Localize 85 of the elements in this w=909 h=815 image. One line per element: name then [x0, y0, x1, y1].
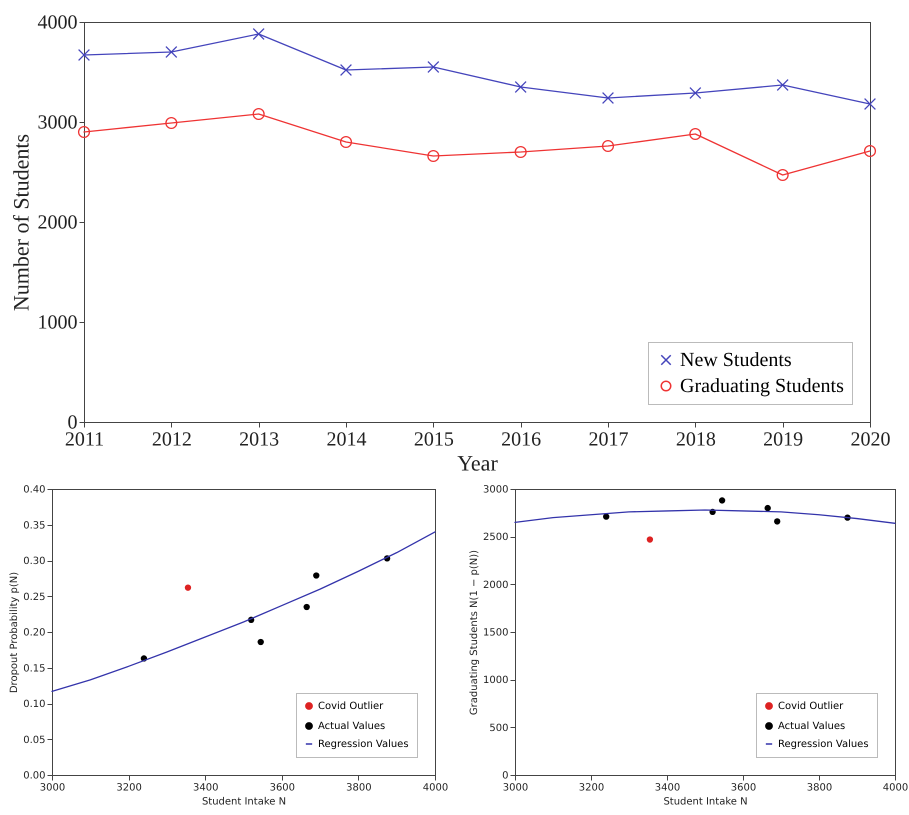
x-tick-label: 3200 [116, 782, 142, 794]
x-tick-label: 2020 [850, 428, 890, 450]
point [689, 128, 702, 140]
x-axis-title: Student Intake N [663, 796, 748, 808]
point [78, 48, 90, 62]
legend-label: Graduating Students [680, 375, 844, 397]
y-tick-label: 0.10 [23, 699, 46, 710]
x-tick-label: 3800 [346, 782, 372, 794]
x-axis-title: Year [457, 450, 498, 476]
point [427, 150, 440, 162]
point [514, 80, 527, 94]
y-tick-label: 3000 [483, 484, 508, 496]
legend-label: Regression Values [318, 739, 409, 750]
y-axis-title: Number of Students [8, 134, 34, 312]
y-tick-label: 1500 [483, 628, 508, 638]
point [864, 98, 876, 110]
x-tick-label: 2017 [588, 428, 628, 450]
y-tick-label: 3000 [38, 112, 78, 134]
point [602, 140, 614, 152]
point [252, 28, 265, 40]
legend-label: New Students [680, 349, 792, 371]
y-tick-label: 2000 [38, 212, 78, 234]
y-tick-label: 0.25 [23, 592, 46, 603]
y-tick-label: 2000 [483, 580, 508, 591]
point [252, 108, 265, 120]
legend-label: Regression Values [778, 739, 869, 750]
point [603, 513, 610, 520]
legend-label: Covid Outlier [778, 701, 844, 712]
point [165, 46, 178, 58]
x-tick-label: 4000 [422, 782, 448, 794]
y-tick-label: 0.00 [23, 770, 46, 782]
x-tick-label: 2015 [414, 428, 454, 450]
x-tick-label: 2014 [326, 428, 366, 450]
point [602, 92, 614, 104]
line-series [514, 509, 896, 524]
y-tick-label: 500 [489, 722, 508, 734]
y-tick-label: 1000 [483, 675, 508, 686]
x-tick-label: 2018 [676, 428, 716, 450]
point [313, 572, 320, 579]
y-tick-label: 4000 [38, 12, 78, 34]
y-axis-title: Graduating Students N(1 − p(N)) [469, 550, 480, 716]
y-tick-label: 0.30 [23, 556, 46, 567]
x-axis-title: Student Intake N [202, 796, 286, 808]
legend-label: Actual Values [778, 721, 846, 732]
line-series [51, 531, 436, 692]
point [304, 604, 310, 610]
y-axis-title: Dropout Probability p(N) [9, 572, 20, 694]
x-tick-label: 2012 [152, 428, 192, 450]
x-tick-label: 2013 [239, 428, 280, 450]
point [78, 126, 90, 138]
y-tick-label: 0.35 [23, 520, 46, 532]
point [776, 78, 789, 92]
point [184, 584, 192, 591]
legend-label: Covid Outlier [318, 701, 384, 712]
x-tick-label: 2016 [501, 428, 542, 450]
point [764, 504, 771, 512]
point [514, 146, 527, 158]
x-tick-label: 3400 [654, 782, 680, 794]
point [340, 136, 352, 148]
x-tick-label: 3400 [192, 782, 218, 794]
point [340, 64, 352, 76]
point [776, 168, 789, 182]
point [774, 518, 780, 525]
x-tick-label: 3600 [730, 782, 756, 794]
y-tick-label: 0.20 [23, 628, 46, 638]
y-tick-label: 0.05 [23, 734, 46, 746]
point [689, 86, 702, 100]
point [165, 116, 178, 130]
y-tick-label: 2500 [483, 532, 508, 544]
point [646, 536, 654, 543]
point [864, 144, 876, 158]
x-tick-label: 3800 [806, 782, 832, 794]
x-tick-label: 2019 [763, 428, 804, 450]
x-tick-label: 4000 [882, 782, 908, 794]
point [427, 60, 440, 74]
x-tick-label: 3600 [270, 782, 296, 794]
x-tick-label: 3200 [578, 782, 604, 794]
y-tick-label: 0 [502, 770, 508, 782]
y-tick-label: 0.15 [23, 663, 46, 674]
y-tick-label: 0.40 [23, 484, 46, 496]
legend-label: Actual Values [318, 721, 386, 732]
point [718, 497, 726, 504]
y-tick-label: 1000 [38, 312, 78, 334]
point [258, 638, 264, 646]
x-tick-label: 3000 [502, 782, 528, 794]
